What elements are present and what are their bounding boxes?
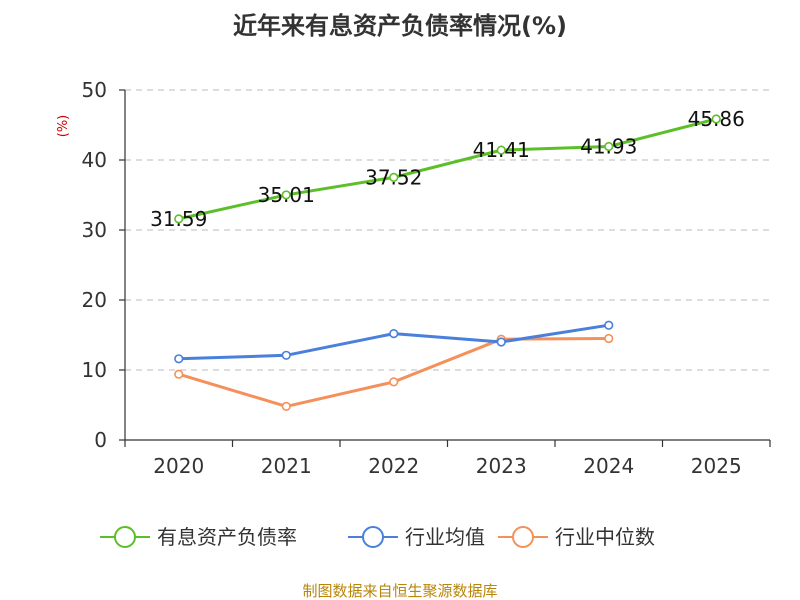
legend: 有息资产负债率 行业均值 行业中位数 — [100, 525, 655, 549]
data-point — [604, 333, 614, 344]
y-tick-label: 30 — [82, 218, 107, 242]
data-point — [389, 329, 399, 339]
data-label: 41.41 — [473, 138, 530, 162]
data-point — [174, 354, 184, 364]
data-label: 31.59 — [150, 207, 207, 231]
y-axis-label: (%) — [56, 115, 71, 138]
legend-item-0: 有息资产负债率 — [100, 525, 297, 549]
x-tick-label: 2021 — [261, 454, 312, 478]
data-point — [389, 377, 399, 387]
data-point — [496, 337, 506, 347]
x-tick-label: 2023 — [476, 454, 527, 478]
source-note: 制图数据来自恒生聚源数据库 — [302, 582, 497, 600]
gridlines — [125, 89, 770, 371]
data-point — [174, 369, 184, 379]
y-tick-label: 50 — [82, 78, 107, 102]
data-point — [711, 114, 721, 124]
legend-item-1: 行业均值 — [348, 525, 485, 549]
x-tick-label: 2022 — [368, 454, 419, 478]
series-line-0 — [178, 117, 717, 221]
x-tick-label: 2025 — [691, 454, 742, 478]
legend-marker — [114, 526, 136, 548]
x-tick-label: 2024 — [583, 454, 634, 478]
x-tick-label: 2020 — [153, 454, 204, 478]
data-point — [281, 190, 291, 200]
y-tick-label: 10 — [82, 358, 107, 382]
y-tick-label: 0 — [94, 428, 107, 452]
chart-title: 近年来有息资产负债率情况(%) — [233, 12, 567, 40]
y-tick-label: 20 — [82, 288, 107, 312]
legend-item-2: 行业中位数 — [498, 525, 655, 549]
axes: 0 10 20 30 40 50 2020 2021 2022 2023 2024 2025 — [82, 78, 771, 478]
data-labels: 31.59 35.01 37.52 41.41 41.93 45.86 — [150, 107, 745, 231]
data-label: 37.52 — [365, 165, 422, 189]
data-point — [281, 401, 291, 412]
series-lines — [174, 114, 721, 412]
legend-label: 行业均值 — [405, 525, 485, 549]
legend-label: 行业中位数 — [555, 525, 655, 549]
data-label: 45.86 — [688, 107, 745, 131]
y-tick-label: 40 — [82, 148, 107, 172]
data-point — [604, 320, 614, 330]
data-point — [281, 350, 291, 360]
data-label: 41.93 — [580, 134, 637, 158]
legend-marker — [512, 526, 534, 548]
data-point — [389, 172, 399, 182]
data-point — [174, 214, 184, 224]
data-point — [496, 145, 506, 155]
data-point — [604, 141, 614, 152]
legend-marker — [362, 526, 384, 548]
legend-label: 有息资产负债率 — [157, 525, 297, 549]
series-line-2 — [178, 337, 609, 408]
data-label: 35.01 — [258, 183, 315, 207]
